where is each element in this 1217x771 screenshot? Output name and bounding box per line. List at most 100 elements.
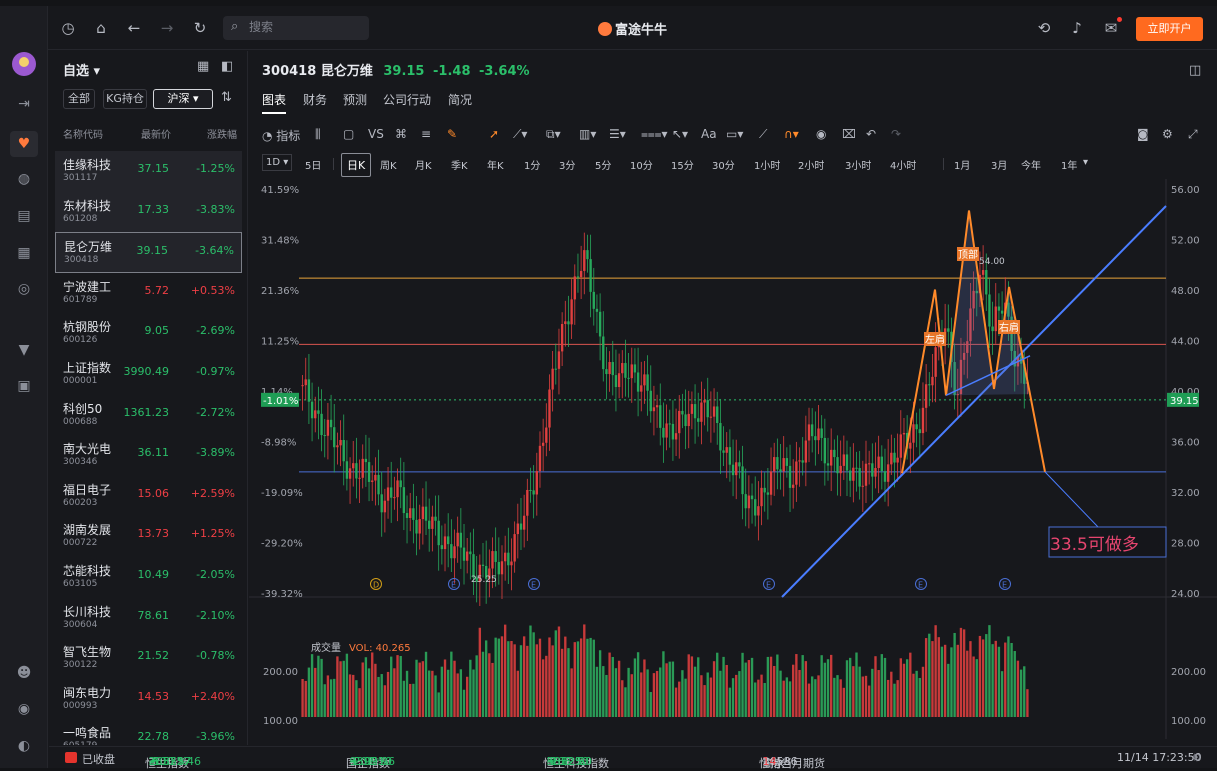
refresh-icon[interactable]: ↻ xyxy=(193,19,207,37)
list-item[interactable]: 宁波建工 601789 5.72 +0.53% xyxy=(49,273,247,314)
list-item[interactable]: 闽东电力 000993 14.53 +2.40% xyxy=(49,679,247,720)
period-2[interactable]: 周K xyxy=(380,161,397,172)
period-18[interactable]: 今年 xyxy=(1021,161,1041,172)
fib-tool-icon[interactable]: ☰▾ xyxy=(609,127,626,141)
list-item[interactable]: 科创50 000688 1361.23 -2.72% xyxy=(49,395,247,436)
search-box[interactable]: ⌕ xyxy=(223,16,369,40)
undo-icon[interactable]: ↶ xyxy=(866,127,877,141)
avatar[interactable] xyxy=(12,52,36,76)
period-3[interactable]: 月K xyxy=(415,161,432,172)
period-8[interactable]: 5分 xyxy=(595,161,612,172)
compass-icon[interactable]: ◎ xyxy=(17,281,31,297)
period-dropdown-icon[interactable]: ▾ xyxy=(1083,157,1089,168)
chart-area[interactable]: 56.00 52.00 48.00 44.00 40.00 36.00 32.00 28.00… xyxy=(249,179,1217,771)
list-item[interactable]: 湖南发展 000722 13.73 +1.25% xyxy=(49,516,247,557)
open-account-button[interactable]: 立即开户 xyxy=(1136,17,1203,41)
list-item[interactable]: 东材科技 601208 17.33 -3.83% xyxy=(55,191,242,233)
index-hsi[interactable]: 恒生指数 26572.46 ✦ -500.57 -1.85% xyxy=(145,755,201,770)
period-10[interactable]: 15分 xyxy=(671,161,694,172)
period-1[interactable]: 日K xyxy=(341,153,372,177)
sort-settings-icon[interactable]: ⇅ xyxy=(221,90,232,105)
list-item[interactable]: 一鸣食品605179 22.78 -3.96% xyxy=(49,719,247,745)
list-item[interactable]: 昆仑万维 300418 39.15 -3.64% xyxy=(55,232,242,273)
list-item[interactable]: 南大光电 300346 36.11 -3.89% xyxy=(49,435,247,476)
draw-pen-icon[interactable]: ✎ xyxy=(447,127,458,141)
list-item[interactable]: 上证指数 000001 3990.49 -0.97% xyxy=(49,354,247,395)
period-5[interactable]: 年K xyxy=(487,161,504,172)
history-icon[interactable]: ◷ xyxy=(61,19,75,37)
filter-icon[interactable]: ▼ xyxy=(18,342,30,358)
brush-tool-icon[interactable]: ▥▾ xyxy=(579,127,597,141)
arrow-tool-icon[interactable]: ↖▾ xyxy=(672,127,689,141)
tab-forecast[interactable]: 预测 xyxy=(343,93,368,107)
tab-profile[interactable]: 简况 xyxy=(448,93,473,107)
watchlist-title[interactable]: 自选 ▾ xyxy=(63,64,101,79)
shape-tool-icon[interactable]: ⧉▾ xyxy=(546,127,561,141)
filter-all[interactable]: 全部 xyxy=(63,89,95,109)
channel-tool-icon[interactable]: ⩶▾ xyxy=(641,127,668,141)
list-item[interactable]: 长川科技 300604 78.61 -2.10% xyxy=(49,598,247,639)
period-0[interactable]: 5日 xyxy=(305,161,322,172)
list-item[interactable]: 佳缘科技 301117 37.15 -1.25% xyxy=(55,151,242,192)
measure-icon[interactable]: ⟋ xyxy=(759,127,768,141)
col-name[interactable]: 名称代码 xyxy=(63,130,103,141)
status-settings-icon[interactable]: ⚙ xyxy=(1192,751,1202,764)
bell-icon[interactable]: ♪ xyxy=(1072,19,1082,37)
list-item[interactable]: 智飞生物 300122 21.52 -0.78% xyxy=(49,638,247,679)
collapse-panel-icon[interactable]: ◧ xyxy=(221,59,234,74)
chat-icon[interactable]: ◉ xyxy=(17,701,31,717)
visibility-icon[interactable]: ◉ xyxy=(816,127,827,141)
indicator-button[interactable]: ◔ 指标 xyxy=(262,129,301,143)
period-15[interactable]: 4小时 xyxy=(890,161,917,172)
expand-panel-icon[interactable]: ◫ xyxy=(1189,63,1202,78)
col-change[interactable]: 涨跌幅 xyxy=(207,130,237,141)
candle-type-icon[interactable]: ⫼ xyxy=(315,127,321,141)
watchlist-heart-icon[interactable]: ♥ xyxy=(10,131,38,157)
kline-chart[interactable]: 56.00 52.00 48.00 44.00 40.00 36.00 32.00 28.00… xyxy=(249,179,1217,771)
vs-button[interactable]: VS xyxy=(368,127,384,141)
period-7[interactable]: 3分 xyxy=(559,161,576,172)
bot-icon[interactable]: ☻ xyxy=(16,665,32,681)
community-icon[interactable]: ◐ xyxy=(17,738,31,754)
list-icon[interactable]: ≡ xyxy=(421,127,432,141)
list-item[interactable]: 芯能科技 603105 10.49 -2.05% xyxy=(49,557,247,598)
list-item[interactable]: 福日电子 600203 15.06 +2.59% xyxy=(49,476,247,517)
search-input[interactable] xyxy=(249,20,359,34)
wallet-icon[interactable]: ▤ xyxy=(17,208,31,224)
cursor-icon[interactable]: ➚ xyxy=(489,127,500,141)
index-hsi-futures[interactable]: 恒指当月期货 26586 高水 14 xyxy=(759,755,825,770)
home-icon[interactable]: ⌂ xyxy=(96,19,106,37)
settings-icon[interactable]: ⚙ xyxy=(1162,127,1173,141)
redo-icon[interactable]: ↷ xyxy=(891,127,902,141)
delete-icon[interactable]: ⌧ xyxy=(842,127,856,141)
period-16[interactable]: 1月 xyxy=(954,161,971,172)
fullscreen-icon[interactable]: ⤢ xyxy=(1188,127,1198,141)
period-11[interactable]: 30分 xyxy=(712,161,735,172)
tab-finance[interactable]: 财务 xyxy=(303,93,328,107)
line-tool-icon[interactable]: ⟋▾ xyxy=(513,127,528,141)
template-icon[interactable]: ⌘ xyxy=(395,127,407,141)
magnet-icon[interactable]: ∩▾ xyxy=(784,127,799,141)
period-12[interactable]: 1小时 xyxy=(754,161,781,172)
stats-icon[interactable]: ▣ xyxy=(17,378,31,394)
collapse-menu-icon[interactable]: ⇥ xyxy=(18,96,30,112)
layout-icon[interactable]: ▦ xyxy=(17,245,31,261)
rect-icon[interactable]: ▢ xyxy=(343,127,355,141)
text-tool[interactable]: Aa xyxy=(701,127,717,141)
col-price[interactable]: 最新价 xyxy=(141,130,171,141)
mail-icon[interactable]: ✉ xyxy=(1104,19,1118,37)
forward-icon[interactable]: → xyxy=(160,19,174,37)
filter-kg[interactable]: KG持仓 xyxy=(103,89,147,109)
sync-icon[interactable]: ⟲ xyxy=(1037,19,1051,37)
tab-corporate-actions[interactable]: 公司行动 xyxy=(383,93,432,107)
tab-chart[interactable]: 图表 xyxy=(262,91,287,114)
index-hscei[interactable]: 国企指数 9397.96 ✦ -201.10 -2.09% xyxy=(346,755,395,770)
period-6[interactable]: 1分 xyxy=(524,161,541,172)
period-9[interactable]: 10分 xyxy=(630,161,653,172)
period-14[interactable]: 3小时 xyxy=(845,161,872,172)
comment-tool-icon[interactable]: ▭▾ xyxy=(726,127,744,141)
planet-icon[interactable]: ◍ xyxy=(17,171,31,187)
filter-market-select[interactable]: 沪深 ▾ xyxy=(153,89,213,109)
period-13[interactable]: 2小时 xyxy=(798,161,825,172)
camera-icon[interactable]: ◙ xyxy=(1137,127,1149,141)
